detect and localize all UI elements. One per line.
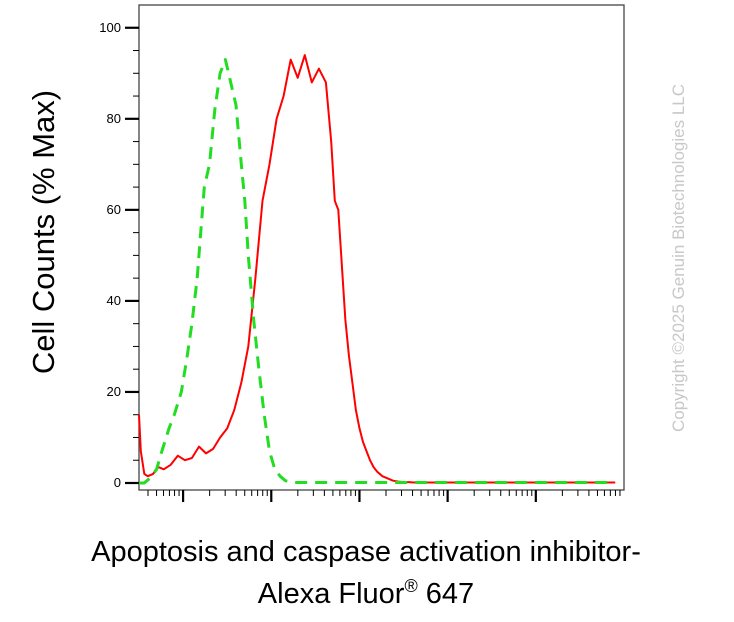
y-tick-label: 20 [107,384,121,399]
series-layer [138,54,616,485]
y-tick-label: 100 [99,20,121,35]
x-axis-label-line2: Alexa Fluor® 647 [258,576,474,610]
plot-frame [138,4,625,491]
series-line-red [138,54,616,484]
y-axis: 0 20 40 60 80 100 [99,20,139,490]
y-tick-label: 0 [114,475,121,490]
x-axis [147,490,621,502]
y-tick-label: 80 [107,111,121,126]
y-tick-label: 40 [107,293,121,308]
y-tick-label: 60 [107,202,121,217]
x-axis-label-number: 647 [418,578,474,610]
x-axis-label-line1: Apoptosis and caspase activation inhibit… [91,536,641,568]
x-axis-label-registered: ® [404,576,417,596]
x-axis-label-fluor: Alexa Fluor [258,578,405,610]
y-axis-label: Cell Counts (% Max) [26,90,61,374]
copyright-watermark: Copyright ©2025 Genuin Biotechnologies L… [669,84,688,432]
series-line-green-dashed [139,58,616,485]
